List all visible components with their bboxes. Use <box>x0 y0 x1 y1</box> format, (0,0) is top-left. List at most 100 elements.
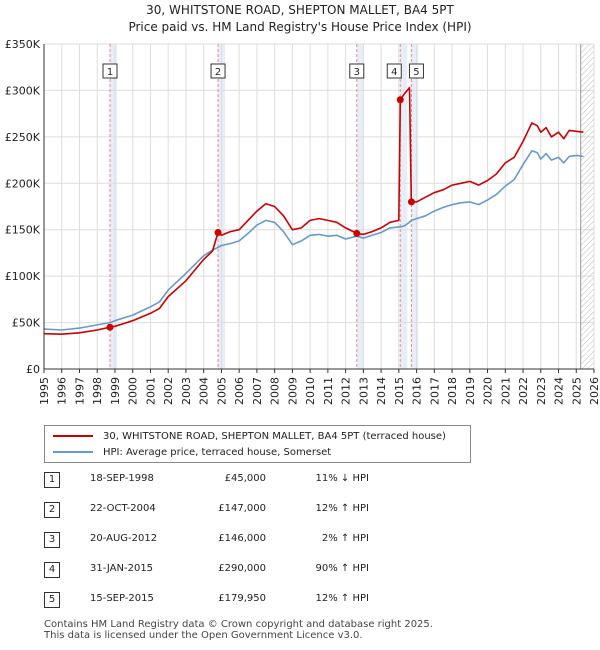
sale-label-2: 2 <box>210 63 226 79</box>
sale-marker-2 <box>214 229 222 236</box>
x-tick-label: 1997 <box>73 377 86 405</box>
sale-marker-3 <box>353 229 361 237</box>
x-tick-label: 2007 <box>251 377 264 405</box>
axes: £0 £50K £100K £150K £200K £250K £300K £350K 1995… <box>5 38 600 405</box>
x-tick-label: 1996 <box>56 377 69 405</box>
y-tick-label: £100K <box>5 270 41 283</box>
x-tick-label: 2024 <box>553 377 566 405</box>
x-tick-label: 2010 <box>304 377 317 405</box>
sale-date: 20-AUG-2012 <box>90 533 158 544</box>
sale-price: £146,000 <box>218 533 266 544</box>
x-tick-label: 2005 <box>215 377 228 405</box>
legend-label-property: 30, WHITSTONE ROAD, SHEPTON MALLET, BA4 … <box>103 430 446 442</box>
chart-subtitle: Price paid vs. HM Land Registry's House … <box>128 20 472 34</box>
x-tick-label: 2011 <box>322 377 335 405</box>
sale-date: 22-OCT-2004 <box>90 503 156 514</box>
x-tick-label: 2026 <box>588 377 600 405</box>
sale-label-1: 1 <box>102 63 118 79</box>
sale-hpi-diff: 2% ↑ HPI <box>321 533 369 544</box>
x-tick-label: 2018 <box>446 377 459 405</box>
x-tick-label: 2004 <box>198 377 211 405</box>
x-tick-label: 2009 <box>286 377 299 405</box>
sale-date: 18-SEP-1998 <box>90 473 154 484</box>
footer-copyright: Contains HM Land Registry data © Crown c… <box>44 619 433 630</box>
sale-price: £45,000 <box>224 473 266 484</box>
y-tick-label: £300K <box>5 84 41 97</box>
sale-number-badge: 2 <box>44 502 60 518</box>
sale-hpi-diff: 12% ↑ HPI <box>315 503 369 514</box>
table-row: 5 15-SEP-2015 £179,950 12% ↑ HPI <box>44 592 464 608</box>
x-tick-label: 2015 <box>393 377 406 405</box>
y-tick-label: £50K <box>12 317 41 330</box>
footer-license: This data is licensed under the Open Gov… <box>44 630 363 641</box>
sale-band-3 <box>356 44 364 369</box>
x-tick-label: 1999 <box>109 377 122 405</box>
table-row: 2 22-OCT-2004 £147,000 12% ↑ HPI <box>44 502 464 518</box>
sale-number-badge: 5 <box>44 592 60 608</box>
sale-band-5 <box>411 44 419 369</box>
forecast-hatch <box>580 44 594 369</box>
sale-marker-5 <box>407 198 415 206</box>
sale-hpi-diff: 11% ↓ HPI <box>315 473 369 484</box>
chart-title: 30, WHITSTONE ROAD, SHEPTON MALLET, BA4 … <box>146 3 454 17</box>
table-row: 3 20-AUG-2012 £146,000 2% ↑ HPI <box>44 532 464 548</box>
sale-price: £179,950 <box>218 593 266 604</box>
legend-item-property: 30, WHITSTONE ROAD, SHEPTON MALLET, BA4 … <box>53 429 446 443</box>
table-row: 4 31-JAN-2015 £290,000 90% ↑ HPI <box>44 562 464 578</box>
sale-label-text: 5 <box>413 67 419 78</box>
sale-label-text: 3 <box>354 67 360 78</box>
x-tick-label: 2025 <box>570 377 583 405</box>
sale-label-5: 5 <box>408 63 424 79</box>
sale-label-box <box>349 63 365 79</box>
x-tick-label: 2014 <box>375 377 388 405</box>
x-tick-label: 1998 <box>91 377 104 405</box>
property-price-line <box>43 86 584 335</box>
x-tick-label: 2013 <box>357 377 370 405</box>
forecast-region <box>580 44 594 369</box>
y-tick-label: £150K <box>5 224 41 237</box>
y-tick-label: £200K <box>5 177 41 190</box>
price-chart: £0 £50K £100K £150K £200K £250K £300K £350K 1995… <box>5 38 600 405</box>
sale-number-badge: 4 <box>44 562 60 578</box>
sale-date: 15-SEP-2015 <box>90 593 154 604</box>
x-tick-label: 1995 <box>38 377 51 405</box>
table-row: 1 18-SEP-1998 £45,000 11% ↓ HPI <box>44 472 464 488</box>
x-tick-label: 2001 <box>144 377 157 405</box>
x-tick-label: 2002 <box>162 377 175 405</box>
x-tick-label: 2020 <box>482 377 495 405</box>
x-tick-label: 2003 <box>180 377 193 405</box>
sale-label-box <box>386 63 402 79</box>
x-tick-label: 2021 <box>499 377 512 405</box>
sale-hpi-diff: 12% ↑ HPI <box>315 593 369 604</box>
sale-date: 31-JAN-2015 <box>90 563 154 574</box>
x-tick-label: 2012 <box>340 377 353 405</box>
sale-number-badge: 1 <box>44 472 60 488</box>
sale-vertical-lines <box>109 44 412 369</box>
x-tick-label: 2017 <box>428 377 441 405</box>
sale-band-1 <box>110 44 117 369</box>
sale-band-4 <box>400 44 408 369</box>
legend: 30, WHITSTONE ROAD, SHEPTON MALLET, BA4 … <box>44 425 471 463</box>
legend-swatch-hpi <box>53 451 93 453</box>
legend-swatch-property <box>53 435 93 437</box>
sale-marker-1 <box>106 323 114 331</box>
sale-number-badge: 3 <box>44 532 60 548</box>
sale-label-3: 3 <box>349 63 365 79</box>
y-tick-label: £0 <box>26 363 40 376</box>
sale-markers <box>106 96 415 331</box>
sale-marker-4 <box>396 96 404 104</box>
sale-label-4: 4 <box>386 63 402 79</box>
sale-label-box <box>210 63 226 79</box>
x-tick-label: 2019 <box>464 377 477 405</box>
sale-label-text: 4 <box>391 67 397 78</box>
x-tick-label: 2006 <box>233 377 246 405</box>
x-tick-label: 2022 <box>517 377 530 405</box>
sale-highlight-bands <box>44 44 594 369</box>
legend-item-hpi: HPI: Average price, terraced house, Some… <box>53 445 331 459</box>
sale-label-box <box>102 63 118 79</box>
sale-label-text: 2 <box>215 67 221 78</box>
sale-label-box <box>408 63 424 79</box>
x-tick-label: 2008 <box>269 377 282 405</box>
x-tick-label: 2023 <box>535 377 548 405</box>
plot-background <box>44 44 594 369</box>
